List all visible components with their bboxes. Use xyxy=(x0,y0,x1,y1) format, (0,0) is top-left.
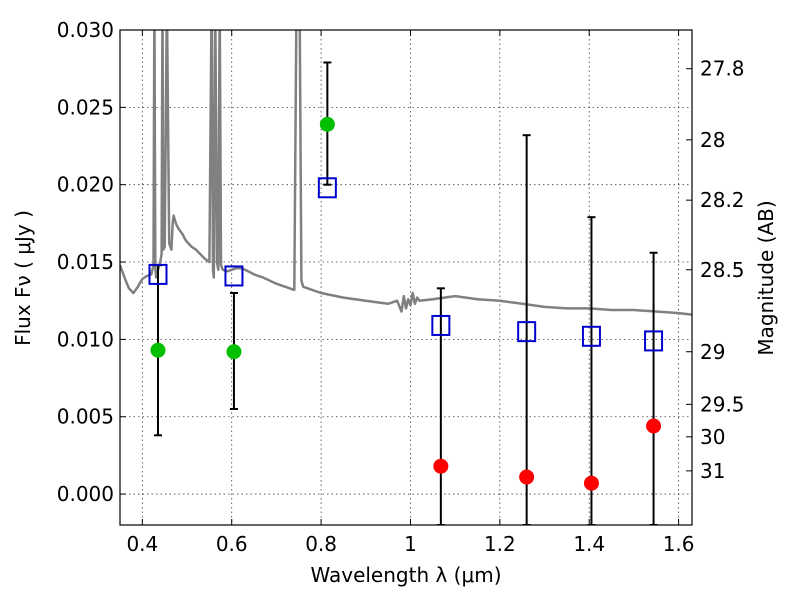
right-tick-label: 29.5 xyxy=(700,392,745,416)
y-tick-label: 0.030 xyxy=(57,18,114,42)
observed-flux-point xyxy=(646,418,662,434)
right-tick-label: 28.5 xyxy=(700,258,745,282)
observed-flux-point xyxy=(519,469,535,485)
y-tick-label: 0.010 xyxy=(57,327,114,351)
observed-flux-point xyxy=(583,475,599,491)
grid-layer xyxy=(120,29,692,525)
observed-flux-point xyxy=(319,116,335,132)
x-axis-label: Wavelength λ (μm) xyxy=(310,563,501,587)
right-tick-label: 29 xyxy=(700,340,725,364)
right-tick-label: 30 xyxy=(700,425,725,449)
model-flux-square xyxy=(581,325,601,347)
y-tick-label: 0.000 xyxy=(57,482,114,506)
y-axis-right: 27.8 28 28.2 28.5 29 29.5 30 31 xyxy=(686,57,745,483)
right-tick-label: 31 xyxy=(700,459,725,483)
y-axis-label: Flux Fν ( μJy ) xyxy=(11,210,35,346)
model-flux-square xyxy=(644,330,664,352)
x-tick-label: 1.6 xyxy=(663,532,695,556)
x-axis: 0.4 0.6 0.8 1 1.2 1.4 1.6 xyxy=(126,30,695,556)
markers xyxy=(148,116,664,491)
y-tick-label: 0.020 xyxy=(57,173,114,197)
model-flux-square xyxy=(317,177,337,199)
model-flux-square xyxy=(517,321,537,343)
y-tick-label: 0.015 xyxy=(57,250,114,274)
observed-flux-point xyxy=(226,344,242,360)
model-spectrum xyxy=(120,30,692,316)
y-tick-label: 0.005 xyxy=(57,405,114,429)
x-tick-label: 1.2 xyxy=(484,532,516,556)
y-axis-right-label: Magnitude (AB) xyxy=(754,200,778,355)
y-tick-label: 0.025 xyxy=(57,95,114,119)
observed-flux-point xyxy=(433,458,449,474)
right-tick-label: 28.2 xyxy=(700,188,745,212)
x-tick-label: 0.6 xyxy=(216,532,248,556)
model-flux-square xyxy=(148,263,168,285)
y-axis-left: 0.000 0.005 0.010 0.015 0.020 0.025 0.030 xyxy=(57,18,126,506)
x-tick-label: 1.4 xyxy=(573,532,605,556)
x-tick-label: 0.8 xyxy=(305,532,337,556)
plot-frame xyxy=(119,29,693,526)
right-tick-label: 27.8 xyxy=(700,57,745,81)
x-tick-label: 1 xyxy=(404,532,417,556)
observed-flux-point xyxy=(150,342,166,358)
x-tick-label: 0.4 xyxy=(126,532,158,556)
right-tick-label: 28 xyxy=(700,128,725,152)
model-spectrum-line xyxy=(120,30,692,316)
model-flux-square xyxy=(431,314,451,336)
model-flux-square xyxy=(224,265,244,287)
error-bars xyxy=(153,61,658,525)
